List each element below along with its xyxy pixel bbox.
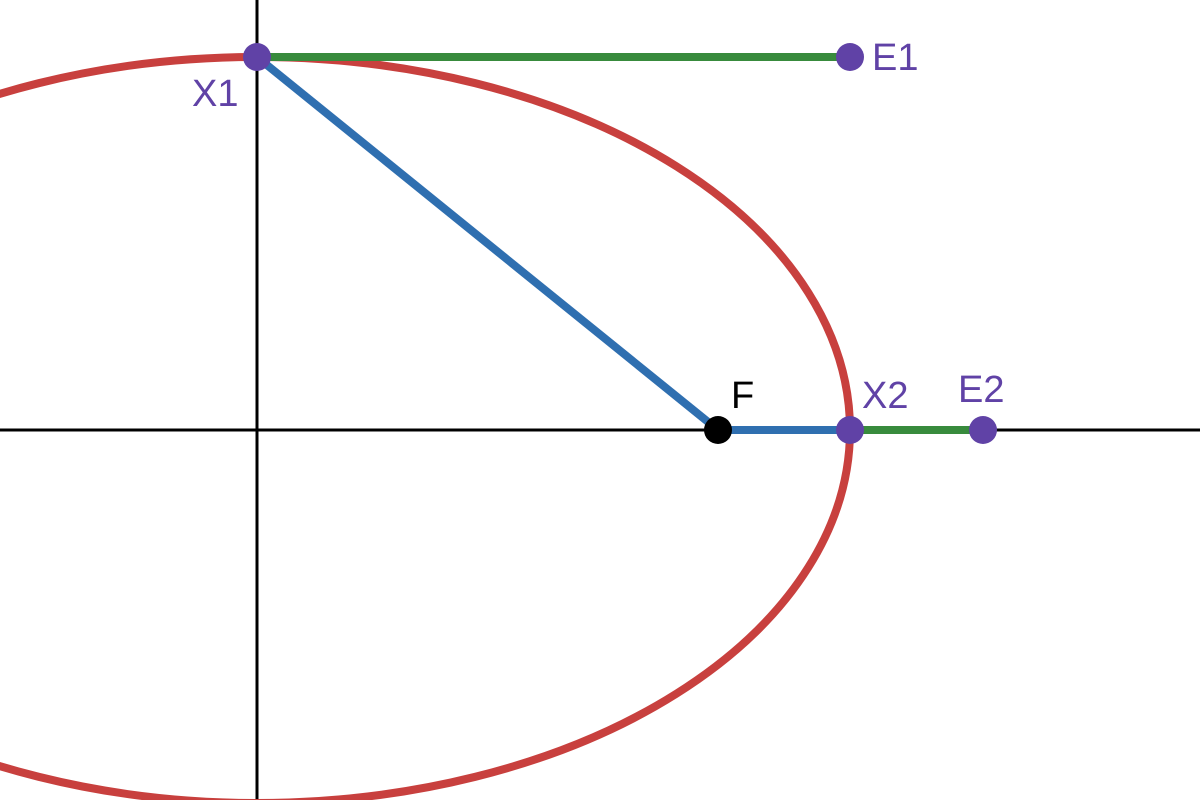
label-x1: X1: [192, 73, 238, 115]
label-x2: X2: [862, 375, 908, 417]
point-e2: [969, 416, 997, 444]
segment-x1-f: [254, 53, 721, 434]
label-focus: F: [731, 375, 754, 417]
label-e2: E2: [958, 369, 1004, 411]
point-x1: [243, 43, 271, 71]
label-e1: E1: [872, 37, 918, 79]
point-x2: [836, 416, 864, 444]
point-e1: [836, 43, 864, 71]
point-focus: [704, 416, 732, 444]
